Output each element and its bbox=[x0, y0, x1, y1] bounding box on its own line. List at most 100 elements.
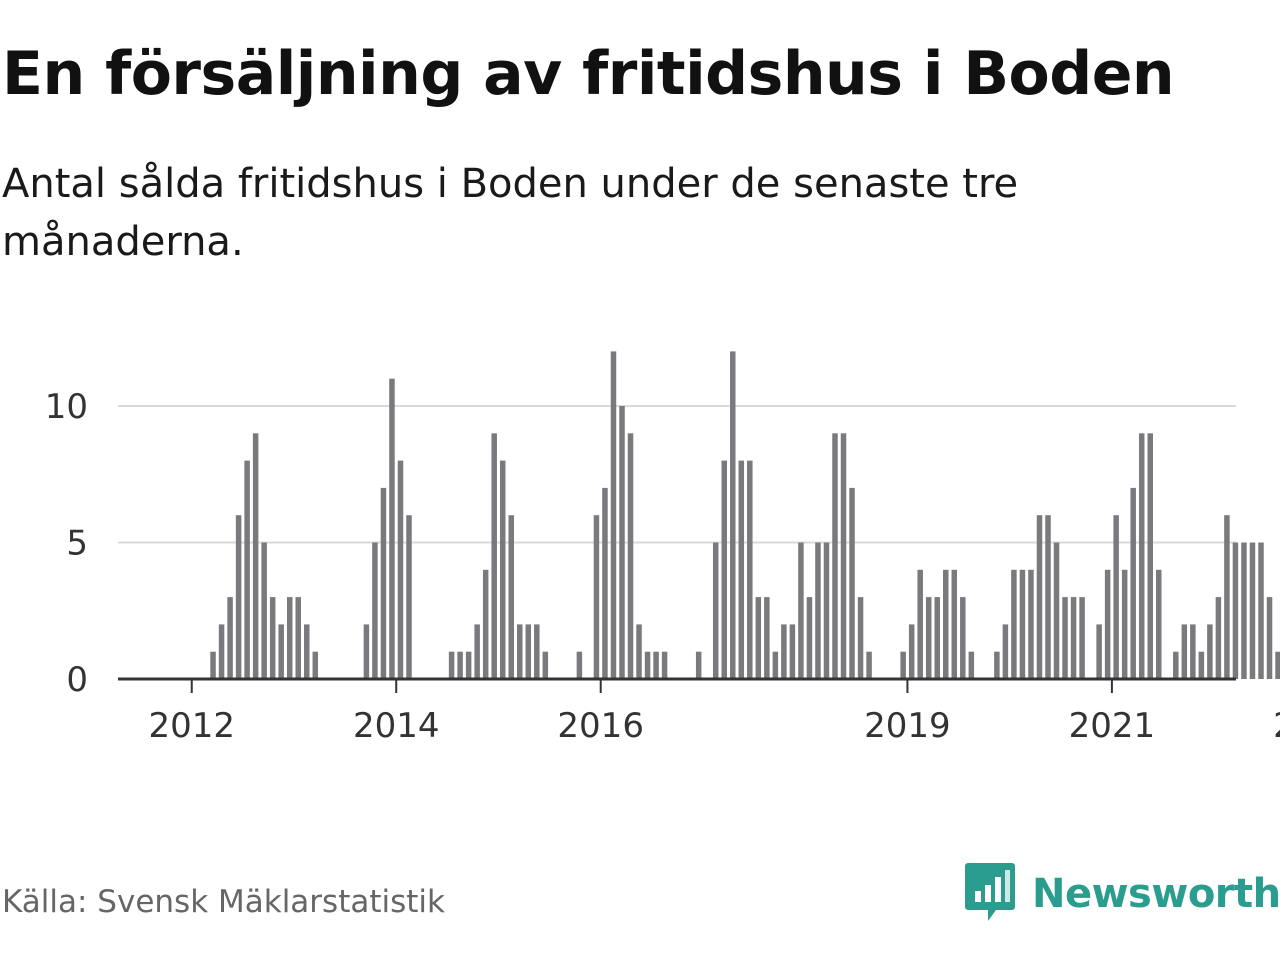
bar bbox=[738, 460, 745, 679]
bar bbox=[1147, 433, 1153, 679]
bar bbox=[1181, 624, 1188, 679]
bar bbox=[278, 624, 284, 679]
bar bbox=[508, 515, 514, 679]
brand-name: Newsworthy bbox=[1032, 871, 1280, 917]
bar bbox=[1113, 515, 1119, 679]
bar bbox=[602, 487, 608, 679]
bar bbox=[712, 542, 719, 679]
bar bbox=[968, 651, 975, 679]
bars bbox=[210, 351, 1280, 679]
x-tick-label: 2019 bbox=[864, 706, 951, 746]
bar bbox=[252, 433, 259, 679]
bar bbox=[542, 651, 549, 679]
y-tick-label: 10 bbox=[45, 387, 88, 427]
bar bbox=[312, 651, 319, 679]
gridlines bbox=[118, 405, 1236, 544]
bar bbox=[457, 651, 463, 679]
bar bbox=[465, 651, 472, 679]
bar bbox=[857, 597, 864, 679]
bar bbox=[1138, 433, 1145, 679]
bar bbox=[695, 651, 702, 679]
bar bbox=[1207, 624, 1213, 679]
bar bbox=[1011, 569, 1017, 679]
bar bbox=[849, 487, 855, 679]
bar bbox=[798, 542, 804, 679]
bar bbox=[755, 597, 762, 679]
bar bbox=[1266, 597, 1273, 679]
bar bbox=[908, 624, 915, 679]
bar bbox=[397, 460, 404, 679]
bar bbox=[730, 351, 736, 679]
bar bbox=[448, 651, 455, 679]
bar bbox=[644, 651, 651, 679]
source-note: Källa: Svensk Mäklarstatistik bbox=[2, 884, 445, 920]
bar bbox=[380, 487, 387, 679]
bar bbox=[994, 651, 1000, 679]
bar bbox=[227, 597, 233, 679]
bar bbox=[1156, 569, 1162, 679]
bar bbox=[389, 378, 395, 679]
bar bbox=[636, 624, 642, 679]
bar bbox=[951, 569, 958, 679]
bar bbox=[1019, 569, 1026, 679]
bar bbox=[764, 597, 770, 679]
bar bbox=[593, 515, 600, 679]
bar bbox=[1275, 651, 1280, 679]
bar bbox=[781, 624, 787, 679]
bar bbox=[517, 624, 523, 679]
y-tick-label: 0 bbox=[66, 660, 88, 700]
bar bbox=[491, 433, 497, 679]
bar-chart-speech-bubble-icon bbox=[964, 861, 1016, 927]
bar bbox=[1232, 542, 1239, 679]
bar bbox=[295, 597, 301, 679]
bar bbox=[499, 460, 506, 679]
bar bbox=[363, 624, 370, 679]
bar bbox=[525, 624, 532, 679]
bar bbox=[534, 624, 540, 679]
x-tick-label: 2023 bbox=[1273, 706, 1280, 746]
bar bbox=[1241, 542, 1247, 679]
bar bbox=[619, 406, 625, 679]
bar bbox=[1070, 597, 1077, 679]
bar bbox=[925, 597, 932, 679]
bar bbox=[244, 460, 250, 679]
bar bbox=[210, 651, 216, 679]
x-tick-label: 2016 bbox=[557, 706, 644, 746]
bar bbox=[576, 651, 583, 679]
axes: 05101201220142016201920212023 bbox=[45, 387, 1280, 746]
bar bbox=[789, 624, 796, 679]
chart-title: En försäljning av fritidshus i Boden bbox=[2, 39, 1175, 109]
bar bbox=[1173, 651, 1179, 679]
bar bbox=[610, 351, 617, 679]
bar bbox=[1062, 597, 1068, 679]
bar bbox=[482, 569, 489, 679]
bar bbox=[900, 651, 906, 679]
bar bbox=[1079, 597, 1085, 679]
bar bbox=[1121, 569, 1128, 679]
bar bbox=[1215, 597, 1222, 679]
chart-subtitle: Antal sålda fritidshus i Boden under de … bbox=[2, 161, 1019, 265]
bar bbox=[1053, 542, 1060, 679]
bar bbox=[1104, 569, 1111, 679]
bar bbox=[943, 569, 949, 679]
bar bbox=[1002, 624, 1009, 679]
bar bbox=[235, 515, 242, 679]
bar bbox=[1249, 542, 1256, 679]
bar bbox=[806, 597, 813, 679]
bar bbox=[286, 597, 293, 679]
bar bbox=[960, 597, 966, 679]
bar bbox=[721, 460, 727, 679]
bar bbox=[304, 624, 310, 679]
bar bbox=[840, 433, 847, 679]
bar bbox=[269, 597, 276, 679]
bar bbox=[1036, 515, 1043, 679]
bar bbox=[261, 542, 267, 679]
bar bbox=[653, 651, 659, 679]
bar bbox=[406, 515, 412, 679]
bar bbox=[627, 433, 634, 679]
bar bbox=[1198, 651, 1205, 679]
x-tick-label: 2012 bbox=[148, 706, 235, 746]
bar bbox=[815, 542, 821, 679]
y-tick-label: 5 bbox=[66, 524, 88, 564]
